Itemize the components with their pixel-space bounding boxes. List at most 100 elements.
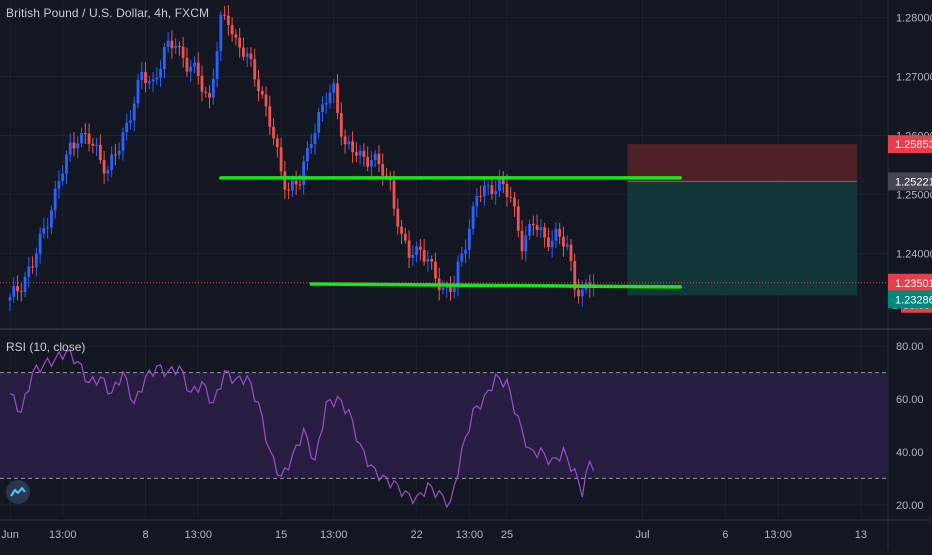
candle-body	[95, 144, 98, 146]
candle-body	[151, 79, 155, 82]
candle-body	[562, 236, 565, 247]
candle-body	[147, 81, 151, 84]
candle-body	[445, 286, 449, 288]
candle-body	[306, 148, 309, 162]
candle-body	[226, 15, 230, 25]
stop-price-label-bg	[888, 135, 932, 154]
candle-body	[565, 244, 569, 247]
candle-body	[298, 184, 302, 186]
candle-body	[336, 83, 339, 114]
candle-body	[181, 46, 185, 58]
candle-body	[170, 40, 174, 49]
candle-body	[287, 189, 291, 191]
candle-body	[87, 133, 91, 144]
time-tick-label: 22	[410, 529, 422, 541]
candle-body	[494, 190, 498, 195]
candle-body	[403, 233, 407, 241]
candle-body	[242, 47, 245, 57]
candle-body	[208, 92, 211, 98]
candle-body	[38, 233, 42, 254]
horizontal-trendline[interactable]	[309, 282, 682, 289]
candle-body	[467, 228, 471, 250]
rsi-band	[0, 372, 887, 479]
candle-body	[373, 153, 377, 161]
candle-body	[238, 37, 242, 48]
time-tick-label: 25	[501, 529, 513, 541]
time-tick-label: 13:00	[320, 529, 348, 541]
candle-body	[264, 94, 268, 107]
tradingview-logo-icon[interactable]	[6, 480, 30, 504]
symbol-title: British Pound / U.S. Dollar, 4h, FXCM	[6, 6, 210, 20]
candle-body	[321, 104, 324, 112]
candle-body	[272, 126, 275, 139]
time-tick-label: 13:00	[764, 529, 792, 541]
candle-body	[370, 160, 373, 167]
candle-body	[302, 161, 306, 185]
time-tick-label: 6	[722, 529, 728, 541]
candle-body	[516, 206, 520, 231]
candle-body	[200, 75, 204, 92]
rsi-title: RSI (10, close)	[6, 340, 86, 354]
entry-price-label-bg	[888, 172, 932, 191]
candle-body	[573, 261, 577, 290]
candle-body	[27, 266, 31, 277]
rsi-series	[0, 349, 887, 509]
candle-body	[377, 153, 381, 165]
price-tick-label: 1.28000	[896, 13, 932, 25]
candle-body	[569, 244, 573, 262]
candle-body	[275, 138, 279, 148]
candle-body	[400, 226, 403, 234]
candle-body	[317, 111, 321, 133]
candle-body	[53, 188, 57, 211]
candle-body	[490, 185, 494, 195]
time-tick-label: 13	[855, 529, 867, 541]
candle-body	[415, 246, 419, 256]
candle-body	[283, 171, 287, 190]
candle-body	[159, 69, 162, 78]
candle-body	[23, 276, 27, 293]
candle-body	[324, 103, 328, 105]
candle-body	[464, 249, 467, 254]
candle-body	[185, 57, 189, 72]
candle-body	[426, 259, 430, 262]
candle-body	[72, 142, 76, 149]
rsi-line	[9, 349, 595, 509]
candle-body	[294, 180, 298, 185]
candle-body	[230, 24, 234, 35]
candle-body	[456, 261, 460, 286]
candle-body	[155, 77, 159, 80]
candle-body	[558, 228, 562, 237]
candle-body	[106, 170, 110, 174]
time-tick-label: 13:00	[49, 529, 77, 541]
candle-body	[31, 266, 34, 268]
candle-body	[80, 133, 83, 144]
candle-body	[498, 176, 501, 191]
candle-body	[174, 46, 178, 49]
candle-body	[162, 46, 166, 70]
candle-body	[539, 227, 543, 230]
trendlines[interactable]	[219, 176, 682, 289]
candle-body	[215, 50, 219, 80]
candle-body	[46, 227, 50, 229]
candle-body	[535, 224, 539, 230]
candle-body	[509, 196, 513, 198]
candle-body	[98, 144, 102, 161]
candle-body	[34, 253, 38, 268]
time-tick-label: 13:00	[184, 529, 212, 541]
position-zones[interactable]	[627, 144, 858, 296]
candle-body	[129, 120, 132, 123]
candle-body	[234, 34, 238, 38]
rsi-tick-label: 40.00	[896, 447, 924, 459]
candle-body	[528, 223, 531, 236]
candle-body	[381, 164, 385, 176]
stop-loss-zone	[627, 144, 858, 182]
candle-body	[524, 235, 528, 252]
candle-body	[460, 253, 464, 262]
candle-body	[471, 206, 475, 229]
price-tick-label: 1.27000	[896, 72, 932, 84]
candle-body	[166, 40, 170, 47]
candle-body	[196, 62, 200, 76]
candle-body	[543, 227, 547, 238]
